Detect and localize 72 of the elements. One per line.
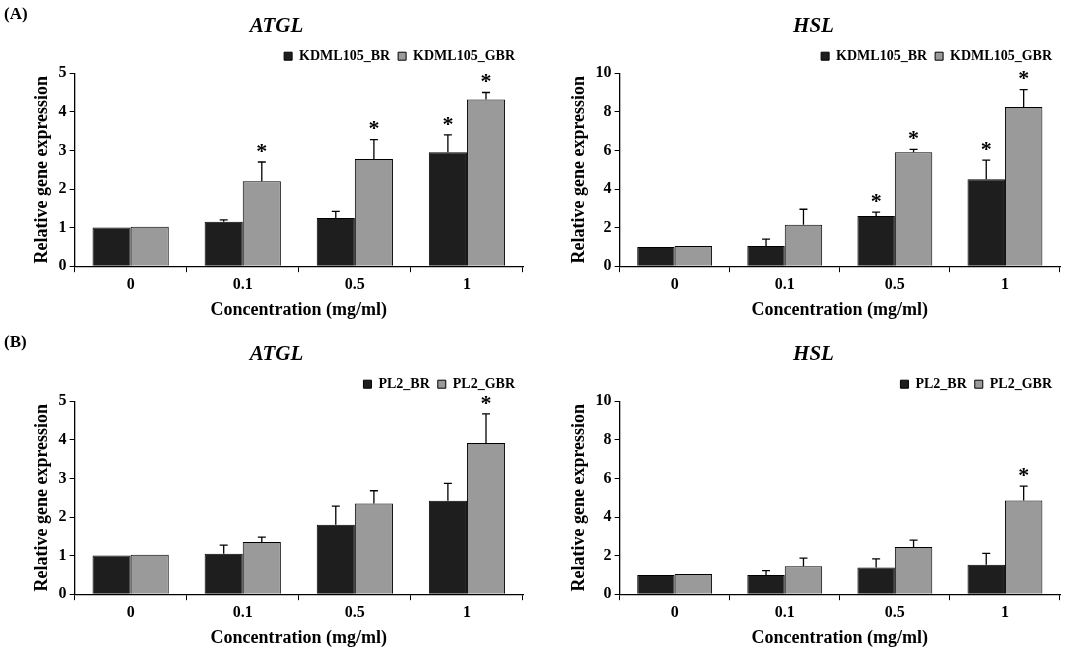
y-tick-label: 3	[58, 468, 67, 486]
y-tick-label: 10	[595, 63, 612, 81]
y-tick-label: 8	[603, 101, 612, 119]
legend-label: PL2_GBR	[452, 375, 516, 391]
legend-label: KDML105_GBR	[413, 47, 516, 63]
x-tick-label: 1	[1000, 274, 1009, 292]
x-tick-label: 0	[670, 602, 679, 620]
legend-label: PL2_BR	[378, 375, 431, 391]
x-tick-label: 1	[1000, 602, 1009, 620]
legend-label: KDML105_BR	[836, 47, 928, 63]
y-tick-label: 1	[58, 545, 67, 563]
x-tick-label: 0	[126, 602, 135, 620]
x-axis-title: Concentration (mg/ml)	[210, 298, 388, 320]
text: (A)	[4, 4, 28, 24]
data-label: *	[368, 115, 380, 141]
data-label: *	[480, 68, 492, 94]
chart-title: HSL	[792, 13, 834, 38]
data-label: *	[870, 187, 882, 213]
chart-title: ATGL	[247, 13, 304, 38]
x-tick-label: 0.5	[884, 602, 905, 620]
y-tick-label: 8	[603, 429, 612, 447]
y-tick-label: 2	[603, 217, 612, 235]
y-axis-title: Relative gene expression	[568, 75, 589, 264]
y-tick-label: 5	[58, 391, 67, 409]
y-tick-label: 4	[603, 179, 612, 197]
chart-title: HSL	[792, 341, 834, 366]
y-tick-label: 6	[603, 140, 612, 158]
legend-label: KDML105_GBR	[950, 47, 1053, 63]
y-tick-label: 2	[603, 545, 612, 563]
x-tick-label: 0.5	[344, 602, 365, 620]
data-label: *	[1018, 461, 1030, 487]
data-label: *	[980, 135, 992, 161]
x-tick-label: 0.1	[774, 274, 795, 292]
data-label: *	[442, 110, 454, 136]
x-tick-label: 0.1	[232, 274, 253, 292]
x-axis-title: Concentration (mg/ml)	[751, 298, 929, 320]
y-tick-label: 3	[58, 140, 67, 158]
x-tick-label: 0.5	[344, 274, 365, 292]
text: (B)	[4, 332, 27, 352]
y-tick-label: 6	[603, 468, 612, 486]
y-axis-title: Relative gene expression	[568, 403, 589, 592]
y-tick-label: 4	[58, 429, 67, 447]
y-axis-title: Relative gene expression	[31, 75, 52, 264]
x-tick-label: 0	[670, 274, 679, 292]
y-tick-label: 4	[58, 101, 67, 119]
y-tick-label: 4	[603, 507, 612, 525]
y-tick-label: 0	[603, 584, 612, 602]
data-label: *	[1018, 65, 1030, 91]
y-tick-label: 2	[58, 507, 67, 525]
x-axis-title: Concentration (mg/ml)	[210, 626, 388, 648]
x-tick-label: 0.5	[884, 274, 905, 292]
y-tick-label: 0	[58, 256, 67, 274]
x-tick-label: 1	[462, 274, 471, 292]
y-tick-label: 1	[58, 217, 67, 235]
legend-label: PL2_BR	[915, 375, 968, 391]
x-tick-label: 0.1	[774, 602, 795, 620]
x-axis-title: Concentration (mg/ml)	[751, 626, 929, 648]
data-label: *	[256, 137, 268, 163]
y-tick-label: 10	[595, 391, 612, 409]
x-tick-label: 0.1	[232, 602, 253, 620]
x-tick-label: 1	[462, 602, 471, 620]
legend-label: KDML105_BR	[299, 47, 391, 63]
y-tick-label: 0	[58, 584, 67, 602]
data-label: *	[480, 389, 492, 415]
y-tick-label: 5	[58, 63, 67, 81]
chart-title: ATGL	[247, 341, 304, 366]
data-label: *	[908, 125, 920, 151]
y-axis-title: Relative gene expression	[31, 403, 52, 592]
y-tick-label: 2	[58, 179, 67, 197]
legend-label: PL2_GBR	[989, 375, 1053, 391]
y-tick-label: 0	[603, 256, 612, 274]
x-tick-label: 0	[126, 274, 135, 292]
